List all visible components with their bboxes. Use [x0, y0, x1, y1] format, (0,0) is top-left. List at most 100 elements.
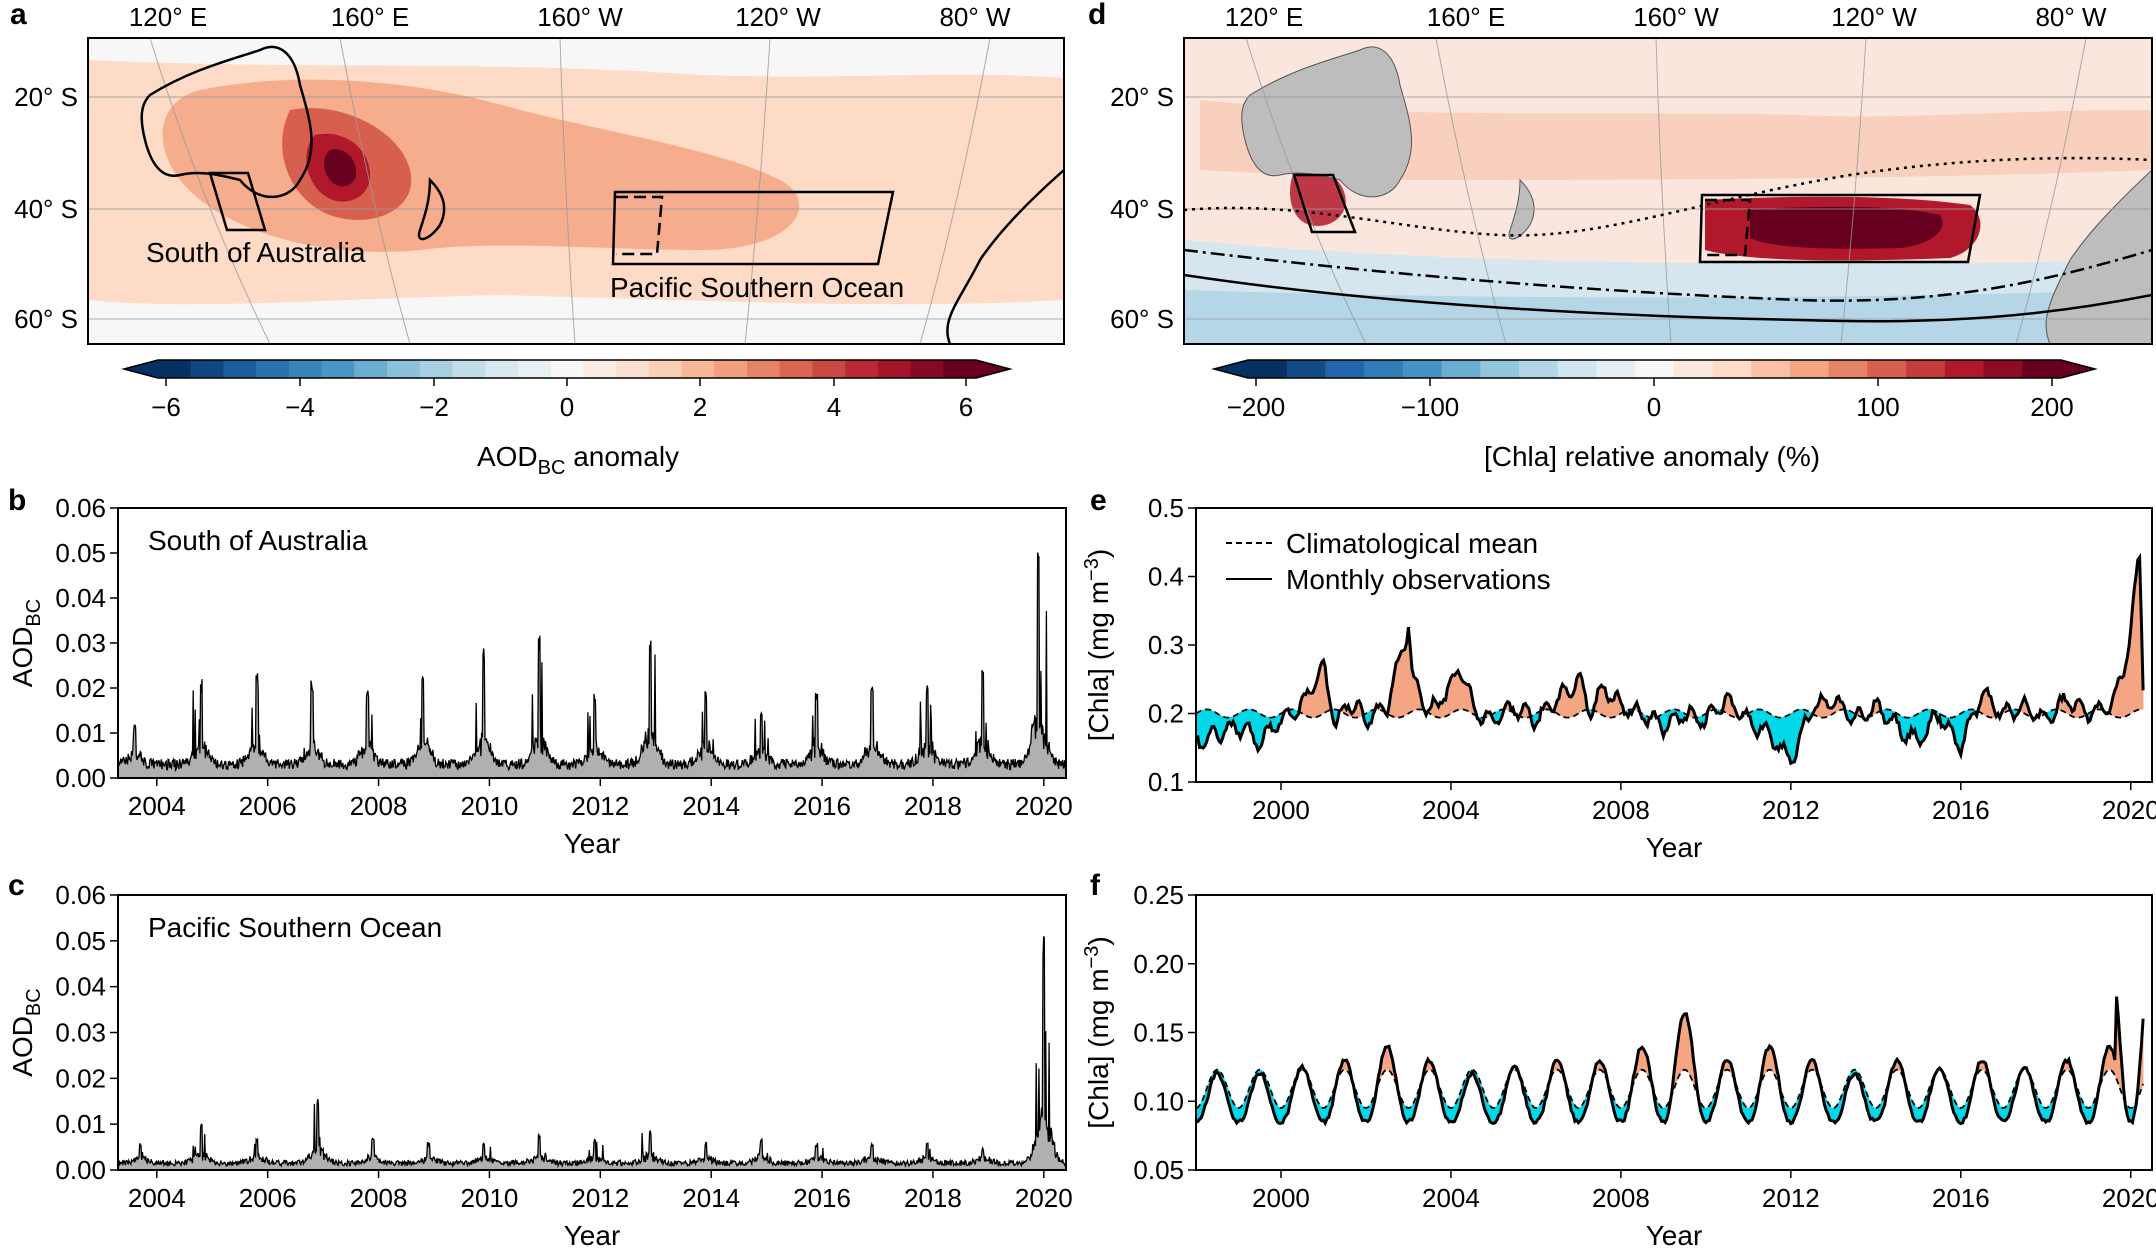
positive-anomaly-fill	[1455, 670, 1459, 711]
colorbar-extend-low	[124, 360, 158, 378]
lat-tick-label: 60° S	[14, 304, 78, 334]
climatological-mean-line	[1195, 708, 2144, 719]
colorbar-bin	[2022, 360, 2062, 378]
monthly-observations-line	[1195, 996, 2145, 1127]
chart-e: 0.1 0.2 0.3 0.4 0.5 2000 2004 2008 2012 2016 2020 Y…	[1081, 493, 2156, 863]
chla-field-positive-soft	[1200, 100, 2152, 180]
negative-anomaly-fill	[1792, 711, 1795, 763]
lon-tick-label: 160° E	[331, 2, 409, 32]
colorbar-bin	[1480, 360, 1520, 378]
y-tick-label: 0.5	[1148, 493, 1184, 523]
front-solid	[1184, 273, 2152, 323]
y-tick-label: 0.2	[1148, 699, 1184, 729]
y-tick-label: 0.3	[1148, 630, 1184, 660]
coastline-south-america	[946, 169, 1064, 344]
colorbar-bin	[1673, 360, 1714, 378]
y-tick-label: 0.02	[55, 673, 106, 703]
negative-anomaly-fill	[1247, 709, 1250, 724]
chart-title: Pacific Southern Ocean	[148, 912, 442, 943]
coastline-new-zealand	[417, 176, 446, 241]
colorbar-bin	[648, 360, 683, 378]
x-tick-label: 2012	[1762, 1183, 1820, 1213]
lon-tick-label: 160° E	[1427, 2, 1505, 32]
y-tick-label: 0.1	[1148, 767, 1184, 797]
positive-anomaly-fill	[1321, 659, 1324, 716]
map-d-lon-ticks: 120° E 160° E 160° W 120° W 80° W	[1225, 2, 2107, 32]
negative-anomaly-fill	[1278, 1107, 1282, 1124]
land-australia	[1241, 46, 1412, 198]
x-tick-label: 2004	[1422, 795, 1480, 825]
aod-line	[117, 936, 1067, 1169]
positive-anomaly-fill	[1601, 684, 1604, 716]
negative-anomaly-fill	[1916, 1107, 1919, 1122]
colorbar-bin	[223, 360, 257, 378]
negative-anomaly-fill	[1201, 709, 1204, 749]
colorbar-tick-label: 200	[2030, 392, 2073, 422]
x-tick-label: 2008	[350, 791, 408, 821]
colorbar-tick-label: 100	[1856, 392, 1899, 422]
positive-anomaly-fill	[1401, 650, 1404, 718]
positive-anomaly-fill	[1399, 651, 1402, 718]
x-tick-label: 2010	[461, 791, 519, 821]
positive-anomaly-fill	[2119, 676, 2123, 718]
x-tick-label: 2018	[904, 1183, 962, 1213]
x-tick-label: 2008	[1592, 1183, 1650, 1213]
lon-tick-label: 160° W	[537, 2, 623, 32]
x-tick-label: 2004	[1422, 1183, 1480, 1213]
map-a-lat-ticks: 20° S 40° S 60° S	[14, 82, 78, 334]
positive-anomaly-fill	[1413, 676, 1416, 711]
front-dashdot	[1184, 248, 2152, 302]
colorbar-bin	[714, 360, 748, 378]
y-tick-label: 0.00	[55, 1155, 106, 1185]
colorbar-bin	[387, 360, 421, 378]
y-tick-label: 0.10	[1133, 1086, 1184, 1116]
map-a-lon-ticks: 120° E 160° E 160° W 120° W 80° W	[129, 2, 1011, 32]
colorbar-bin	[943, 360, 977, 378]
colorbar-bin	[877, 360, 912, 378]
x-axis-label: Year	[1646, 1220, 1703, 1249]
region-box-d-australia	[1292, 173, 1357, 234]
panel-label-d: d	[1088, 0, 1106, 31]
lon-tick-label: 80° W	[939, 2, 1011, 32]
lat-tick-label: 20° S	[14, 82, 78, 112]
negative-anomaly-fill	[1831, 1107, 1834, 1122]
colorbar-bin	[1751, 360, 1791, 378]
panel-label-f: f	[1090, 869, 1101, 902]
y-tick-label: 0.05	[55, 538, 106, 568]
negative-anomaly-fill	[1450, 1107, 1453, 1123]
colorbar-bin	[910, 360, 944, 378]
lon-tick-label: 120° E	[129, 2, 207, 32]
y-tick-label: 0.05	[1133, 1155, 1184, 1185]
colorbar-tick-label: −100	[1401, 392, 1460, 422]
y-axis-label: AODBC	[7, 988, 45, 1076]
x-tick-label: 2014	[682, 1183, 740, 1213]
colorbar-bin	[1828, 360, 1868, 378]
colorbar-bin	[681, 360, 715, 378]
panel-label-a: a	[10, 0, 27, 31]
colorbar-bin	[1519, 360, 1559, 378]
positive-anomaly-fill	[1461, 678, 1464, 710]
colorbar-bin	[746, 360, 781, 378]
lon-tick-label: 120° W	[735, 2, 821, 32]
x-tick-label: 2014	[682, 791, 740, 821]
y-tick-label: 0.01	[55, 718, 106, 748]
colorbar-bin	[190, 360, 224, 378]
chart-c: 0.00 0.01 0.02 0.03 0.04 0.05 0.06 2004 2006 2008…	[7, 880, 1073, 1249]
x-tick-label: 2016	[1932, 1183, 1990, 1213]
positive-anomaly-fill	[2077, 699, 2080, 718]
colorbar-bin	[1557, 360, 1597, 378]
lat-tick-label: 60° S	[1110, 304, 1174, 334]
x-tick-label: 2020	[1015, 791, 1073, 821]
y-tick-label: 0.25	[1133, 880, 1184, 910]
colorbar-bin	[419, 360, 453, 378]
colorbar-tick-label: 2	[693, 392, 707, 422]
map-a: South of Australia Pacific Southern Ocea…	[87, 37, 1065, 345]
x-tick-label: 2006	[239, 791, 297, 821]
colorbar-bin	[1635, 360, 1675, 378]
x-tick-label: 2016	[793, 791, 851, 821]
colorbar-bin	[1906, 360, 1946, 378]
colorbar-extend-high	[976, 360, 1010, 378]
region-box-d-dashed	[1705, 198, 1752, 257]
plot-frame	[1195, 894, 2153, 1171]
